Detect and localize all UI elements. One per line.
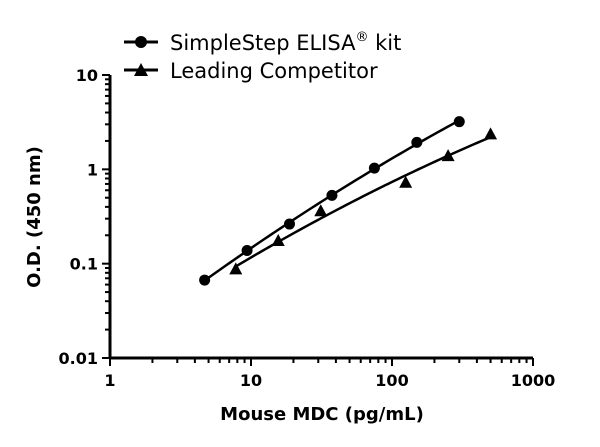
x-tick-label: 1000 (511, 371, 556, 390)
data-point-simplestep (326, 189, 338, 201)
data-point-simplestep (199, 274, 211, 286)
data-point-competitor (441, 149, 455, 162)
y-tick-label: 0.01 (59, 349, 98, 368)
data-point-competitor (484, 127, 498, 140)
data-point-competitor (399, 175, 413, 188)
legend-label-simplestep: SimpleStep ELISA® kit (170, 30, 401, 55)
x-tick-label: 10 (240, 371, 262, 390)
axes: 1 10 100 1000 0.01 0.1 1 10 (59, 66, 556, 390)
legend: SimpleStep ELISA® kit Leading Competitor (124, 30, 401, 83)
fit-curve-competitor (235, 136, 492, 268)
x-axis-label: Mouse MDC (pg/mL) (220, 404, 424, 425)
data-point-simplestep (453, 116, 465, 128)
legend-triangle-marker (134, 63, 148, 76)
data-point-simplestep (283, 218, 295, 230)
legend-circle-marker (135, 36, 147, 48)
data-point-simplestep (411, 136, 423, 148)
data-point-competitor (314, 204, 328, 217)
y-tick-label: 10 (76, 66, 98, 85)
data-point-simplestep (368, 162, 380, 174)
data-point-simplestep (241, 244, 253, 256)
y-tick-label: 0.1 (70, 255, 98, 274)
legend-label-competitor: Leading Competitor (170, 59, 378, 83)
data-point-competitor (271, 233, 285, 246)
marks (199, 116, 498, 286)
data-point-competitor (229, 262, 243, 275)
x-tick-label: 1 (104, 371, 115, 390)
y-axis-label: O.D. (450 nm) (24, 146, 45, 288)
y-tick-label: 1 (87, 160, 98, 179)
x-tick-label: 100 (375, 371, 408, 390)
